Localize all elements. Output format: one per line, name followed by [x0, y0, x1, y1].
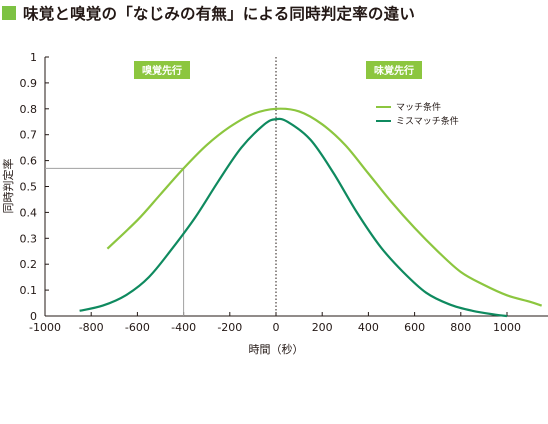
- series-line-match: [106, 107, 543, 307]
- x-tick-label: 800: [450, 321, 471, 334]
- x-tick-label: -200: [217, 321, 242, 334]
- x-tick-label: -600: [125, 321, 150, 334]
- y-tick-label: 0.3: [20, 232, 38, 245]
- x-tick-label: 600: [404, 321, 425, 334]
- legend-label-match: マッチ条件: [396, 101, 441, 113]
- chart-title: 味覚と嗅覚の「なじみの有無」による同時判定率の違い: [23, 5, 416, 23]
- guide-layer: [45, 167, 185, 316]
- y-tick-label: 0.4: [20, 206, 38, 219]
- y-tick-label: 0.7: [20, 129, 38, 142]
- y-axis-title: 同時判定率: [1, 159, 15, 214]
- x-tick-label: 0: [273, 321, 280, 334]
- ticks-layer: 0 0.1 0.2 0.3 0.4 0.5 0.6 0.7 0.8 0.9 1 -1000 -800 -6…: [20, 51, 522, 334]
- region-label-left-text: 嗅覚先行: [142, 64, 182, 77]
- region-label-right: 味覚先行: [366, 61, 422, 79]
- y-tick-label: 0.1: [20, 284, 38, 297]
- x-tick-label: 1000: [493, 321, 521, 334]
- x-tick-label: 200: [312, 321, 333, 334]
- y-tick-label: 0: [30, 310, 37, 323]
- y-tick-label: 0.9: [20, 77, 38, 90]
- x-tick-label: 400: [358, 321, 379, 334]
- title-bar: 味覚と嗅覚の「なじみの有無」による同時判定率の違い: [0, 0, 548, 30]
- x-axis-title: 時間（秒）: [249, 342, 304, 356]
- legend-label-mismatch: ミスマッチ条件: [396, 115, 459, 127]
- x-tick-label: -1000: [29, 321, 61, 334]
- y-tick-label: 0.2: [20, 258, 38, 271]
- region-label-right-text: 味覚先行: [374, 64, 414, 77]
- y-tick-label: 0.8: [20, 103, 38, 116]
- y-tick-label: 0.6: [20, 155, 38, 168]
- region-label-left: 嗅覚先行: [134, 61, 190, 79]
- legend: マッチ条件 ミスマッチ条件: [376, 101, 459, 127]
- y-tick-label: 0.5: [20, 181, 38, 194]
- y-tick-label: 1: [30, 51, 37, 64]
- series-layer: [79, 107, 543, 318]
- series-line-mismatch: [79, 117, 508, 318]
- x-tick-label: -400: [171, 321, 196, 334]
- title-marker-icon: [2, 6, 16, 20]
- x-tick-label: -800: [79, 321, 104, 334]
